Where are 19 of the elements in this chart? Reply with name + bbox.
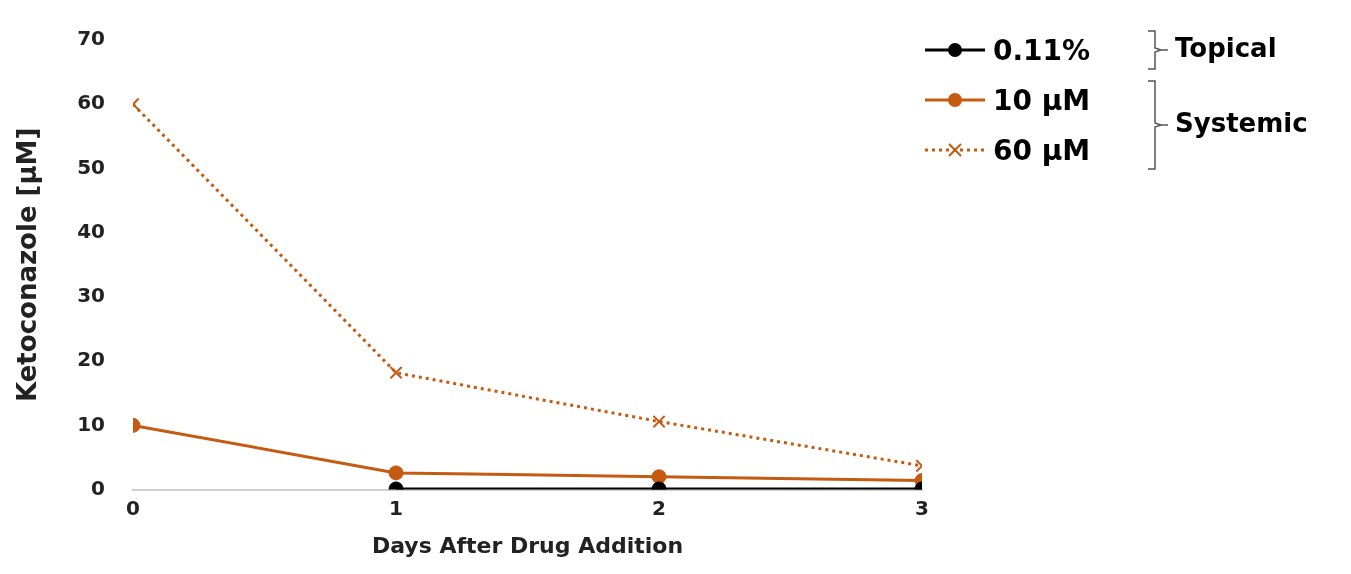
- y-tick-label: 30: [77, 283, 106, 308]
- x-tick-label: 3: [915, 495, 929, 520]
- x-tick-label: 2: [652, 495, 666, 520]
- y-tick-label: 0: [91, 475, 106, 500]
- text: Systemic: [1175, 108, 1308, 138]
- y-tick-label: 50: [77, 154, 106, 179]
- x-tick-label: 1: [389, 495, 403, 520]
- y-tick-label: 70: [77, 26, 106, 51]
- legend-label: 10 µM: [993, 83, 1091, 117]
- y-tick-label: 10: [77, 411, 106, 436]
- y-tick-label: 40: [77, 218, 106, 243]
- x-axis-title: Days After Drug Addition: [371, 532, 684, 558]
- y-tick-label: 20: [77, 347, 106, 372]
- text: Topical: [1175, 33, 1277, 63]
- legend-label: 0.11%: [993, 33, 1091, 67]
- legend-label: 60 µM: [993, 133, 1091, 167]
- x-tick-label: 0: [126, 495, 140, 520]
- y-tick-label: 60: [77, 90, 106, 115]
- y-axis-title: Ketoconazole [µM]: [12, 127, 43, 402]
